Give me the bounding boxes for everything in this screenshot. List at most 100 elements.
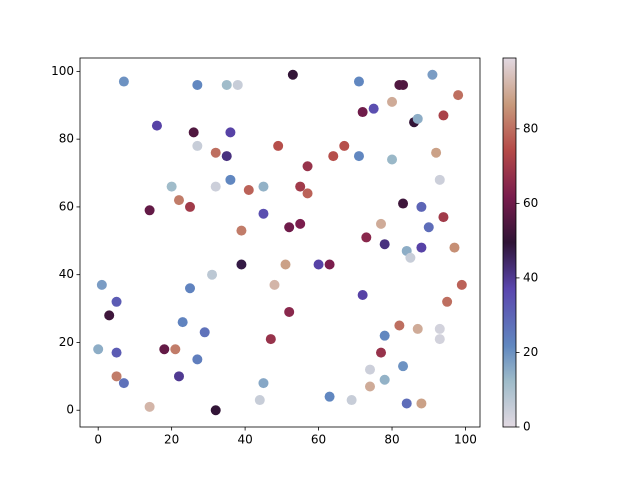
point [339,140,350,151]
x-tick-label: 40 [237,433,252,447]
point [394,320,405,331]
point [104,310,115,321]
point [258,208,269,219]
point [379,374,390,385]
point [210,405,221,416]
point [225,127,236,138]
point [412,323,423,334]
point [177,317,188,328]
point [302,188,313,199]
point [144,205,155,216]
point [254,395,265,406]
point [313,259,324,270]
point [287,69,298,80]
point [185,283,196,294]
point [361,232,372,243]
point [96,279,107,290]
y-tick-label: 0 [66,403,74,417]
point [357,290,368,301]
point [258,378,269,389]
point [379,239,390,250]
point [192,79,203,90]
point [324,391,335,402]
point [379,330,390,341]
point [456,279,467,290]
point [295,218,306,229]
colorbar-tick-label: 20 [523,345,538,359]
point [159,344,170,355]
y-tick-label: 80 [59,132,74,146]
point [185,201,196,212]
point [236,225,247,236]
point [324,259,335,270]
point [118,378,129,389]
x-tick-label: 20 [164,433,179,447]
point [434,323,445,334]
colorbar-tick-label: 0 [523,420,531,434]
point [192,354,203,365]
point [364,364,375,375]
point [353,151,364,162]
point [353,76,364,87]
point [405,252,416,263]
point [442,296,453,307]
point [427,69,438,80]
point [225,174,236,185]
point [438,212,449,223]
point [170,344,181,355]
point [166,181,177,192]
point [236,259,247,270]
point [199,327,210,338]
x-tick-label: 100 [454,433,477,447]
point [111,296,122,307]
point [118,76,129,87]
point [188,127,199,138]
point [438,110,449,121]
point [210,181,221,192]
point [243,184,254,195]
point [111,347,122,358]
point [357,107,368,118]
point [280,259,291,270]
point [416,201,427,212]
point [449,242,460,253]
point [401,398,412,409]
point [93,344,104,355]
point [387,96,398,107]
point [412,113,423,124]
point [398,79,409,90]
point [434,174,445,185]
point [295,181,306,192]
point [221,151,232,162]
point [192,140,203,151]
colorbar [502,57,517,428]
point [284,222,295,233]
y-tick-label: 20 [59,335,74,349]
colorbar-tick-label: 40 [523,270,538,284]
point [376,347,387,358]
x-tick-label: 60 [311,433,326,447]
point [302,161,313,172]
point [151,120,162,131]
point [431,147,442,158]
point [364,381,375,392]
point [416,242,427,253]
point [387,154,398,165]
point [173,195,184,206]
point [398,361,409,372]
point [453,90,464,101]
y-tick-label: 40 [59,267,74,281]
point [416,398,427,409]
point [398,198,409,209]
x-tick-label: 80 [384,433,399,447]
colorbar-tick-label: 60 [523,196,538,210]
point [210,147,221,158]
point [368,103,379,114]
point [273,140,284,151]
axes-frame [79,57,481,428]
point [111,371,122,382]
y-tick-label: 100 [51,64,74,78]
point [423,222,434,233]
point [258,181,269,192]
